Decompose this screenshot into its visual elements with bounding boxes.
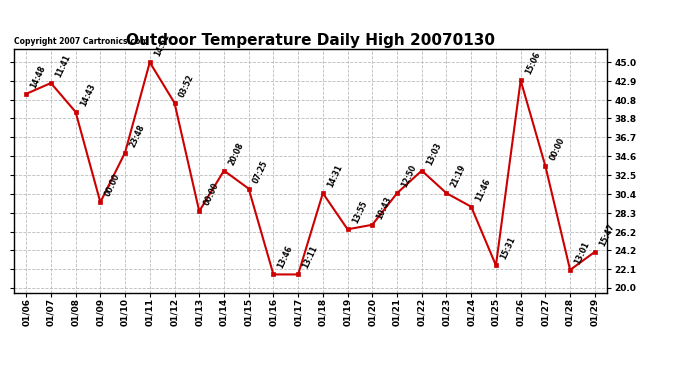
Text: 00:00: 00:00 — [548, 136, 566, 162]
Text: 11:41: 11:41 — [54, 53, 72, 79]
Text: 00:00: 00:00 — [202, 182, 220, 207]
Text: 11:46: 11:46 — [474, 177, 493, 203]
Text: 15:31: 15:31 — [499, 236, 517, 261]
Text: 12:50: 12:50 — [400, 164, 418, 189]
Text: 13:01: 13:01 — [573, 240, 591, 266]
Text: 15:47: 15:47 — [598, 222, 616, 248]
Text: 21:19: 21:19 — [449, 164, 468, 189]
Text: Copyright 2007 Cartronics.com: Copyright 2007 Cartronics.com — [14, 38, 148, 46]
Text: 00:00: 00:00 — [103, 172, 121, 198]
Text: 03:52: 03:52 — [177, 73, 195, 99]
Text: 15:06: 15:06 — [524, 51, 542, 76]
Text: 13:11: 13:11 — [301, 244, 319, 270]
Text: 20:08: 20:08 — [227, 141, 245, 166]
Title: Outdoor Temperature Daily High 20070130: Outdoor Temperature Daily High 20070130 — [126, 33, 495, 48]
Text: 10:43: 10:43 — [375, 195, 393, 220]
Text: 14:43: 14:43 — [79, 82, 97, 108]
Text: 13:46: 13:46 — [276, 244, 295, 270]
Text: 13:03: 13:03 — [424, 141, 443, 166]
Text: 07:25: 07:25 — [251, 159, 270, 184]
Text: 13:55: 13:55 — [351, 200, 368, 225]
Text: 14:51: 14:51 — [152, 33, 171, 58]
Text: 23:48: 23:48 — [128, 123, 146, 148]
Text: 14:31: 14:31 — [326, 164, 344, 189]
Text: 14:48: 14:48 — [29, 64, 48, 90]
